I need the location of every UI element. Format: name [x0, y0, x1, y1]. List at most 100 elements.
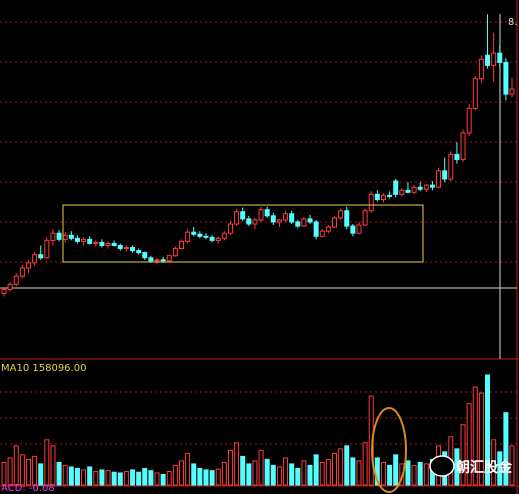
candle-body: [221, 232, 227, 239]
volume-bar: [32, 455, 38, 486]
volume-bar: [130, 469, 136, 486]
volume-bar: [485, 374, 491, 486]
volume-bar: [50, 445, 56, 486]
candle-body: [295, 221, 301, 227]
candle-body: [38, 254, 44, 259]
volume-bar: [81, 469, 87, 486]
volume-bar: [454, 448, 460, 486]
candle-body: [472, 78, 478, 109]
candle-body: [246, 218, 252, 225]
candle-body: [148, 257, 154, 262]
candle-body: [301, 218, 307, 227]
volume-bar: [215, 468, 221, 486]
volume-bar: [105, 470, 111, 486]
volume-bar: [178, 460, 184, 486]
candle-body: [142, 252, 148, 259]
candle-body: [117, 244, 123, 250]
candle-body: [332, 217, 338, 228]
candle-body: [1, 288, 7, 295]
volume-bar: [423, 463, 429, 486]
candle-body: [68, 234, 74, 239]
candle-body: [258, 209, 264, 221]
volume-bar: [172, 464, 178, 486]
volume-bar: [19, 454, 25, 486]
volume-bar: [87, 466, 93, 486]
candle-body: [7, 283, 13, 290]
candle-body: [44, 239, 50, 259]
volume-bar: [338, 448, 344, 486]
candle-body: [81, 238, 87, 242]
volume-bar: [344, 445, 350, 486]
corner-label: 8.: [508, 17, 518, 28]
candle-body: [356, 224, 362, 234]
candle-body: [25, 262, 31, 269]
candle-body: [411, 186, 417, 193]
volume-bar: [270, 464, 276, 486]
candle-body: [307, 218, 313, 223]
candle-body: [32, 254, 38, 264]
volume-bar: [258, 449, 264, 486]
volume-bar: [240, 455, 246, 486]
candle-body: [338, 210, 344, 219]
candle-body: [350, 225, 356, 234]
volume-bar: [497, 451, 503, 486]
candle-body: [166, 255, 172, 262]
volume-bar: [491, 439, 497, 486]
volume-bar: [380, 461, 386, 486]
volume-bar: [472, 386, 478, 486]
volume-bar: [356, 460, 362, 486]
volume-bar: [56, 461, 62, 486]
highlight-ellipse: [371, 407, 407, 493]
volume-bar: [38, 463, 44, 486]
candle-body: [87, 238, 93, 244]
volume-bar: [417, 461, 423, 486]
candle-body: [368, 193, 374, 212]
volume-bar: [289, 463, 295, 486]
volume-bar: [362, 442, 368, 486]
candle-body: [136, 250, 142, 254]
volume-bar: [301, 460, 307, 486]
volume-bar: [62, 464, 68, 486]
volume-bar: [509, 445, 515, 486]
volume-bar: [203, 469, 209, 486]
candle-body: [509, 88, 515, 95]
candle-body: [13, 275, 19, 285]
volume-bar: [44, 439, 50, 486]
candle-body: [344, 210, 350, 227]
volume-bar: [411, 464, 417, 486]
volume-bar: [234, 442, 240, 486]
candle-body: [178, 240, 184, 250]
candle-body: [99, 241, 105, 246]
volume-bar: [332, 452, 338, 486]
candle-body: [283, 213, 289, 221]
candle-body: [503, 61, 509, 95]
volume-bar: [503, 412, 509, 486]
candle-body: [172, 248, 178, 257]
candle-body: [264, 209, 270, 217]
candle-body: [215, 237, 221, 241]
highlight-box: [62, 204, 424, 263]
volume-bar: [387, 464, 393, 486]
candle-body: [497, 52, 503, 63]
candle-body: [56, 232, 62, 240]
volume-bar: [197, 467, 203, 486]
candle-body: [185, 231, 191, 242]
candle-body: [423, 184, 429, 190]
candle-body: [399, 189, 405, 195]
candle-body: [252, 219, 258, 225]
candle-body: [74, 237, 80, 242]
candle-body: [276, 219, 282, 223]
volume-bar: [276, 466, 282, 486]
candle-body: [374, 193, 380, 200]
candle-body: [393, 180, 399, 195]
volume-bar: [405, 460, 411, 486]
volume-bar: [227, 449, 233, 486]
candle-body: [442, 170, 448, 180]
volume-bar: [13, 445, 19, 486]
candle-body: [270, 215, 276, 223]
watermark-icon: [429, 455, 455, 477]
volume-bar: [185, 452, 191, 486]
candle-body: [466, 107, 472, 134]
